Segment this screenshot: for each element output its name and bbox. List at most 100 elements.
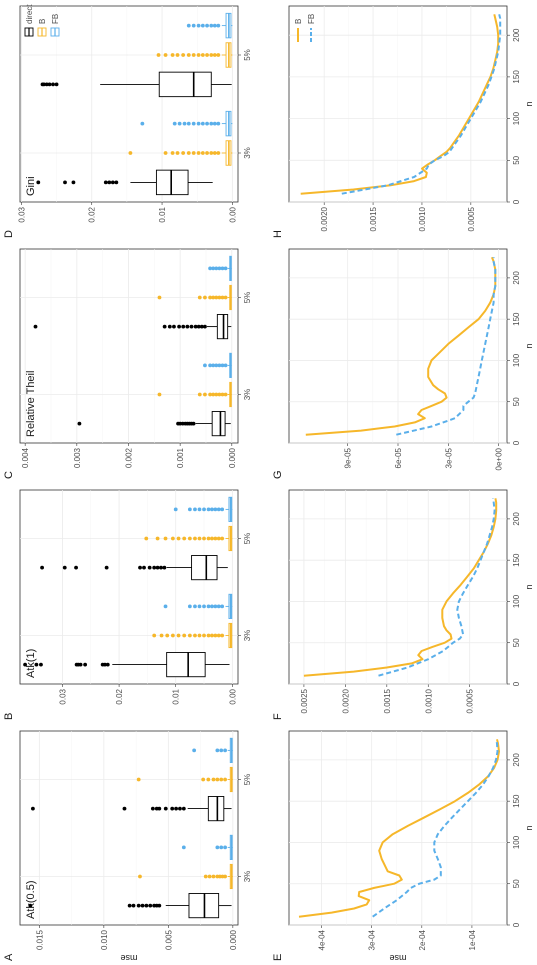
outlier-point xyxy=(23,662,27,667)
outlier-point xyxy=(211,874,216,879)
box-b xyxy=(156,42,233,68)
series-line-fb xyxy=(372,739,499,918)
outlier-point xyxy=(211,363,216,368)
outlier-point xyxy=(152,903,157,908)
outlier-point xyxy=(209,151,214,155)
box-b xyxy=(157,284,232,311)
panel-letter: D xyxy=(3,230,15,238)
outlier-point xyxy=(211,266,216,271)
y-tick-label: 0.002 xyxy=(124,447,133,468)
outlier-point xyxy=(140,121,145,126)
outlier-point xyxy=(206,633,211,638)
panel-e: E 1e-04 2e-04 3e-04 4e-04 mse 0 50 100 150 200 n xyxy=(272,730,534,963)
legend-label: B xyxy=(294,19,303,24)
legend-label: direct xyxy=(25,4,34,24)
outlier-point xyxy=(203,874,208,879)
outlier-point xyxy=(181,53,186,57)
outlier-point xyxy=(223,363,228,368)
outlier-point xyxy=(44,82,49,87)
box-direct xyxy=(40,555,228,581)
outlier-point xyxy=(28,903,33,908)
outlier-point xyxy=(219,777,224,782)
outlier-point xyxy=(186,151,191,155)
panel-letter: E xyxy=(272,954,284,961)
outlier-point xyxy=(176,536,181,541)
box-body xyxy=(211,411,226,437)
outlier-point xyxy=(208,295,213,300)
legend-label: B xyxy=(38,19,47,24)
outlier-point xyxy=(217,392,222,397)
series-line-fb xyxy=(378,498,496,677)
outlier-point xyxy=(206,507,211,512)
outlier-point xyxy=(122,806,127,811)
panel-letter: A xyxy=(3,953,15,961)
x-tick-label: 200 xyxy=(512,271,521,285)
outlier-point xyxy=(104,565,109,570)
y-tick-label: 2e-04 xyxy=(418,929,427,950)
outlier-point xyxy=(173,507,178,512)
panel-a: A 0.000 0.005 0.010 0.015 Atk(0.5) mse 3% 5% xyxy=(3,730,252,963)
outlier-point xyxy=(202,536,206,541)
outlier-point xyxy=(181,806,186,811)
x-tick-label: 100 xyxy=(512,594,521,608)
outlier-point xyxy=(223,295,228,300)
rotated-figure: A0.0000.0050.0100.015Atk(0.5)mse3%5%B0.0… xyxy=(3,4,534,963)
y-tick-label: 6e-05 xyxy=(394,447,403,468)
x-axis-label: n xyxy=(524,584,534,589)
x-tick-label: 3% xyxy=(243,389,252,401)
x-tick-label: 0 xyxy=(512,199,521,204)
outlier-point xyxy=(200,53,205,57)
outlier-point xyxy=(163,536,168,541)
outlier-point xyxy=(211,295,216,300)
box-b xyxy=(144,525,233,552)
y-tick-label: 0.02 xyxy=(88,206,97,222)
outlier-point xyxy=(40,565,44,570)
series-line-b xyxy=(305,256,497,436)
y-tick-label: 3e-05 xyxy=(444,447,453,468)
x-tick-label: 100 xyxy=(512,111,521,125)
box-fb xyxy=(186,12,233,39)
outlier-point xyxy=(155,565,160,570)
outlier-point xyxy=(209,53,214,57)
outlier-point xyxy=(209,121,214,126)
outlier-point xyxy=(131,903,136,908)
outlier-point xyxy=(138,565,142,570)
outlier-point xyxy=(175,151,180,155)
panel-title: Atk(0.5) xyxy=(25,880,37,919)
outlier-point xyxy=(216,604,221,609)
x-tick-label: 50 xyxy=(512,638,521,647)
outlier-point xyxy=(71,180,76,185)
panel-f: F 0.0005 0.0010 0.0015 0.0020 0.0025 0 50 100 150… xyxy=(272,489,534,720)
outlier-point xyxy=(196,151,201,155)
outlier-point xyxy=(216,151,221,155)
outlier-point xyxy=(215,748,220,753)
outlier-point xyxy=(165,633,170,638)
outlier-point xyxy=(223,392,228,397)
outlier-point xyxy=(223,777,228,782)
box-body xyxy=(158,71,212,98)
outlier-point xyxy=(212,23,217,28)
outlier-point xyxy=(210,536,214,541)
y-tick-label: 0.000 xyxy=(229,929,238,950)
y-tick-label: 9e-05 xyxy=(344,447,353,468)
outlier-point xyxy=(62,565,67,570)
box-fb xyxy=(208,255,232,281)
outlier-point xyxy=(163,53,168,57)
x-axis-label: n xyxy=(524,101,534,106)
outlier-point xyxy=(201,777,206,782)
outlier-point xyxy=(181,151,186,155)
y-tick-label: 0.0010 xyxy=(424,688,433,713)
x-tick-label: 50 xyxy=(512,155,521,164)
x-tick-label: 150 xyxy=(512,553,521,567)
outlier-point xyxy=(219,748,224,753)
box-direct xyxy=(23,652,230,678)
outlier-point xyxy=(200,23,205,28)
y-tick-label: 0.0025 xyxy=(300,688,309,713)
box-fb xyxy=(140,110,233,137)
panel-letter: B xyxy=(3,713,15,720)
outlier-point xyxy=(220,295,225,300)
outlier-point xyxy=(182,536,187,541)
outlier-point xyxy=(220,392,225,397)
x-tick-label: 50 xyxy=(512,879,521,888)
outlier-point xyxy=(203,363,207,368)
